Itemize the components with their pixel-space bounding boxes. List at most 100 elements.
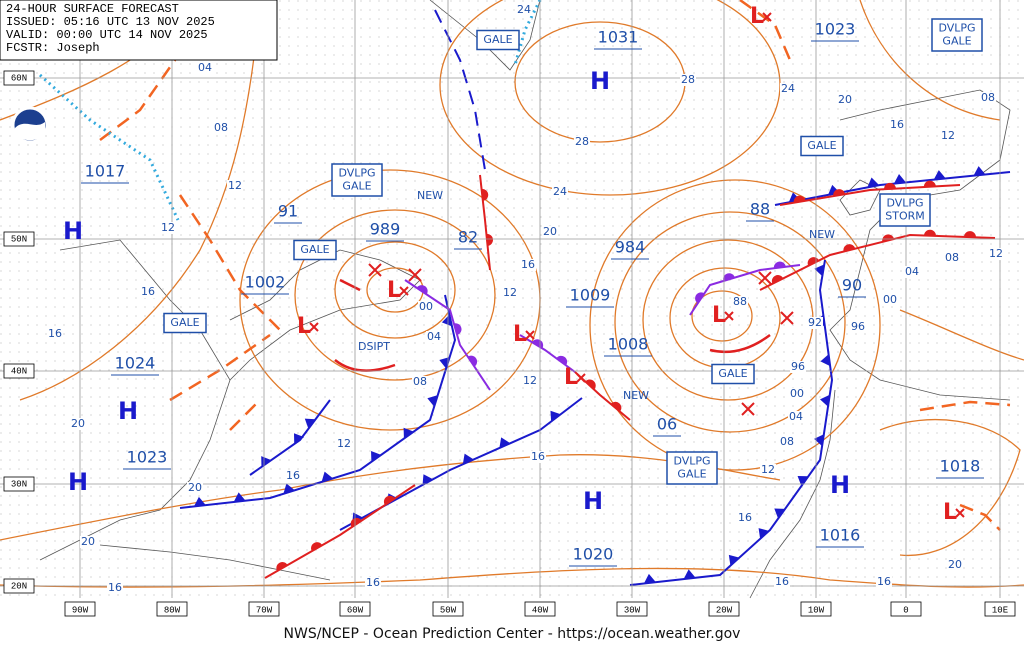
isobar-label-bg <box>502 287 518 299</box>
warm-front-symbol <box>883 182 896 190</box>
lon-label: 90W <box>72 605 89 615</box>
isobar-label-bg <box>336 438 352 450</box>
warm-front-symbol <box>585 379 596 390</box>
pressure-label: 1023 <box>127 448 168 467</box>
isobar-label-bg <box>213 122 229 134</box>
lon-label-box <box>616 601 648 617</box>
isobar-label-bg <box>70 418 86 430</box>
annotation: NEW <box>417 189 443 202</box>
warning-box <box>163 312 207 334</box>
isobar-label: 92 <box>808 316 822 329</box>
warning-box <box>711 363 755 385</box>
isobar-label: 20 <box>838 93 852 106</box>
cold-front-symbol <box>283 483 295 494</box>
position-cross <box>741 402 755 416</box>
lon-label: 20W <box>716 605 733 615</box>
isobar-label: 04 <box>789 410 803 423</box>
lon-label-box <box>64 601 96 617</box>
isobar-label-bg <box>412 376 428 388</box>
isobar-label-bg <box>426 331 442 343</box>
low-center: L <box>564 365 578 390</box>
lat-label: 20N <box>11 581 27 591</box>
front-line <box>779 184 961 206</box>
isobar-label: 08 <box>214 121 228 134</box>
low-center: L <box>513 322 527 347</box>
isobar-label-bg <box>520 259 536 271</box>
isobar-label-bg <box>227 180 243 192</box>
cold-front-symbol <box>820 354 831 367</box>
warm-front-symbol <box>833 189 846 197</box>
isobar-label: 16 <box>521 258 535 271</box>
front-line <box>264 484 416 579</box>
isobar-label: 16 <box>890 118 904 131</box>
warning-label: STORM <box>885 210 925 223</box>
isobar-label: 16 <box>141 285 155 298</box>
isobar-label: 12 <box>523 374 537 387</box>
cold-front-symbol <box>499 437 511 449</box>
header-line: 24-HOUR SURFACE FORECAST <box>6 2 179 16</box>
lat-label-box <box>3 476 35 492</box>
isobar-label-bg <box>530 451 546 463</box>
high-center: H <box>68 468 88 496</box>
isobar-label-bg <box>680 74 696 86</box>
warm-front-symbol <box>486 233 493 246</box>
lat-label: 50N <box>11 234 27 244</box>
isobar-label: 20 <box>81 535 95 548</box>
cold-front-symbol <box>758 528 770 539</box>
pressure-label: 1017 <box>85 162 126 181</box>
high-center: H <box>590 67 610 95</box>
isobar-label-bg <box>522 375 538 387</box>
lon-label: 40W <box>532 605 549 615</box>
isobar-label-bg <box>187 482 203 494</box>
isobar-label-bg <box>947 559 963 571</box>
warm-front-symbol <box>843 244 856 252</box>
isobar-label-bg <box>940 130 956 142</box>
isobar-label-bg <box>107 582 123 594</box>
isobar-label: 96 <box>791 360 805 373</box>
isobar-label-bg <box>197 62 213 74</box>
lon-label: 70W <box>256 605 273 615</box>
cold-front-symbol <box>462 453 474 465</box>
cold-front-symbol <box>371 451 382 462</box>
lat-label: 40N <box>11 366 27 376</box>
high-center: H <box>830 471 850 499</box>
isobar-label: 04 <box>427 330 441 343</box>
isobar-label-bg <box>988 248 1004 260</box>
isobar-label-bg <box>574 136 590 148</box>
lon-label: 60W <box>347 605 364 615</box>
isobar-label: 24 <box>781 82 795 95</box>
isobar-label-bg <box>542 226 558 238</box>
cold-front-symbol <box>304 418 316 429</box>
cold-front-symbol <box>439 357 450 369</box>
low-cross <box>955 508 965 518</box>
isobar-label: 00 <box>419 300 433 313</box>
warm-front-symbol <box>350 517 362 528</box>
warning-label: GALE <box>807 139 836 152</box>
isobar-label: 24 <box>553 185 567 198</box>
isobar-label: 16 <box>366 576 380 589</box>
isobar-label: 16 <box>286 469 300 482</box>
isobar-label-bg <box>285 470 301 482</box>
isobar-label: 20 <box>948 558 962 571</box>
isobar-label: 12 <box>989 247 1003 260</box>
lat-label-box <box>3 231 35 247</box>
isobar-label-bg <box>807 317 823 329</box>
header-line: FCSTR: Joseph <box>6 41 100 55</box>
low-center: L <box>387 278 401 303</box>
warm-front-symbol <box>963 231 976 238</box>
annotation: NEW <box>809 228 835 241</box>
high-center: H <box>63 217 83 245</box>
isobar-label: 16 <box>531 450 545 463</box>
isobar-label-bg <box>889 119 905 131</box>
isobar-label: 12 <box>337 437 351 450</box>
low-cross <box>762 12 772 22</box>
warning-box <box>476 29 520 51</box>
lon-label: 80W <box>164 605 181 615</box>
lat-lon-grid: 90W 80W 70W 60W 50W 40W 30W 20W 10W 0 10E 60N 50N 40N… <box>0 0 1024 617</box>
isobar-label: 16 <box>108 581 122 594</box>
cold-front-symbol <box>867 177 880 188</box>
warning-label: GALE <box>677 468 706 481</box>
lat-label-box <box>3 363 35 379</box>
cold-front-symbol <box>193 496 206 507</box>
lon-label-box <box>524 601 556 617</box>
